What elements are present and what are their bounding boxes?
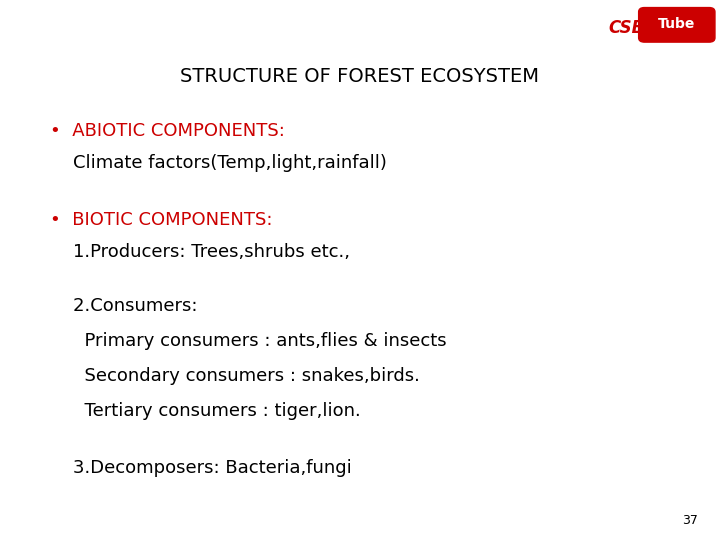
Text: 2.Consumers:: 2.Consumers: <box>50 297 198 315</box>
Text: 1.Producers: Trees,shrubs etc.,: 1.Producers: Trees,shrubs etc., <box>50 243 351 261</box>
Text: •  ABIOTIC COMPONENTS:: • ABIOTIC COMPONENTS: <box>50 122 285 139</box>
Text: 37: 37 <box>683 514 698 526</box>
Text: Tube: Tube <box>658 17 696 31</box>
Text: Secondary consumers : snakes,birds.: Secondary consumers : snakes,birds. <box>50 367 420 385</box>
Text: Primary consumers : ants,flies & insects: Primary consumers : ants,flies & insects <box>50 332 447 350</box>
Text: •  BIOTIC COMPONENTS:: • BIOTIC COMPONENTS: <box>50 211 273 228</box>
Text: CSE: CSE <box>608 19 644 37</box>
Text: STRUCTURE OF FOREST ECOSYSTEM: STRUCTURE OF FOREST ECOSYSTEM <box>181 68 539 86</box>
Text: Tertiary consumers : tiger,lion.: Tertiary consumers : tiger,lion. <box>50 402 361 420</box>
FancyBboxPatch shape <box>639 8 715 42</box>
Text: 3.Decomposers: Bacteria,fungi: 3.Decomposers: Bacteria,fungi <box>50 459 352 477</box>
Text: Climate factors(Temp,light,rainfall): Climate factors(Temp,light,rainfall) <box>50 154 387 172</box>
